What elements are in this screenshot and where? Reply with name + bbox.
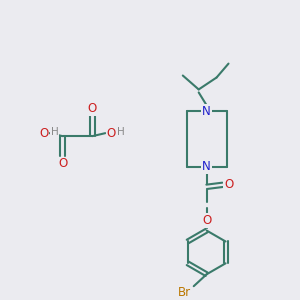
Text: N: N [202,160,211,173]
Text: H: H [51,127,58,137]
Text: O: O [39,127,48,140]
Text: O: O [88,102,97,115]
Text: O: O [58,158,67,170]
Text: N: N [202,105,211,118]
Text: Br: Br [178,286,191,299]
Text: O: O [224,178,233,191]
Text: H: H [117,127,125,137]
Text: O: O [106,127,116,140]
Text: O: O [202,214,211,227]
